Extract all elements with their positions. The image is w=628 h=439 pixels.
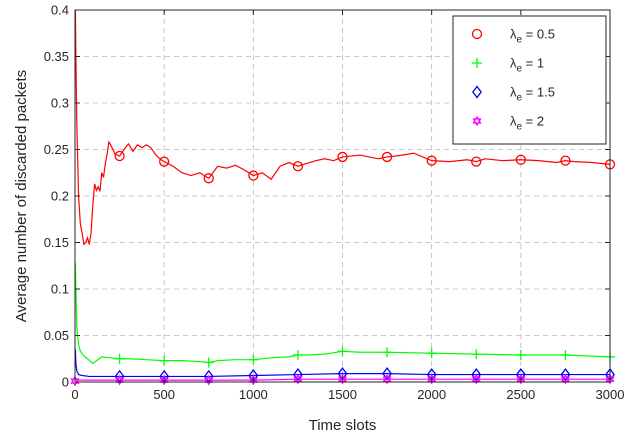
- y-tick-label: 0.25: [44, 142, 69, 157]
- legend-label: λe = 1.5: [510, 85, 555, 104]
- legend-label: λe = 2: [510, 114, 544, 133]
- series-4-marker: [382, 373, 392, 385]
- legend: λe = 0.5 λe = 1 λe = 1.5 λe = 2: [452, 15, 607, 145]
- x-tick-label: 500: [153, 387, 175, 402]
- series-2-marker: [382, 347, 393, 358]
- legend-entry: λe = 0.5: [471, 27, 555, 46]
- legend-label: λe = 1: [510, 56, 544, 75]
- series-4-marker: [560, 373, 571, 385]
- y-tick-label: 0.3: [51, 96, 69, 111]
- series-4-marker-a: [471, 373, 481, 382]
- x-tick-label: 1000: [239, 387, 268, 402]
- y-tick-label: 0.2: [51, 189, 69, 204]
- x-axis-label: Time slots: [309, 417, 377, 434]
- y-tick-label: 0.15: [44, 235, 69, 250]
- x-tick-label: 3000: [596, 387, 625, 402]
- legend-marker-a: [472, 115, 482, 124]
- legend-marker: [472, 58, 482, 68]
- series-4-marker-b: [560, 376, 571, 385]
- y-tick-label: 0.1: [51, 282, 69, 297]
- series-4-marker-a: [70, 375, 80, 384]
- series-1-marker: [560, 155, 571, 166]
- series-1-marker: [381, 151, 393, 163]
- series-2-marker: [471, 349, 482, 360]
- series-2-marker: [515, 350, 526, 361]
- series-markers: [70, 150, 616, 387]
- series-1-marker: [114, 150, 125, 162]
- y-tick-label: 0.4: [51, 3, 69, 18]
- series-2-marker: [159, 355, 170, 366]
- series-1-marker: [471, 156, 482, 167]
- series-2-marker: [337, 346, 348, 357]
- legend-marker: [471, 28, 483, 40]
- legend-label: λe = 0.5: [510, 27, 555, 46]
- series-4-marker-b: [471, 376, 481, 385]
- series-1-marker: [337, 151, 348, 163]
- x-tick-label: 2500: [506, 387, 535, 402]
- x-tick-label: 1500: [328, 387, 357, 402]
- series-line-1: [74, 9, 611, 246]
- legend-entry: λe = 1: [472, 56, 544, 75]
- legend-marker-b: [472, 118, 482, 127]
- x-tick-label: 0: [71, 387, 78, 402]
- series-3-marker: [560, 367, 571, 382]
- series-2-marker: [426, 348, 437, 359]
- series-1-marker: [203, 173, 214, 184]
- series-4-marker-a: [382, 373, 392, 382]
- x-tick-label: 2000: [417, 387, 446, 402]
- legend-marker: [472, 85, 482, 99]
- series-3-marker: [471, 367, 482, 382]
- series-3-marker: [382, 367, 393, 381]
- series-1-marker: [159, 156, 170, 167]
- series-4-marker-b: [204, 377, 214, 386]
- series-1-marker: [515, 154, 526, 165]
- series-2-marker: [248, 354, 259, 365]
- series-4-marker-a: [293, 373, 303, 382]
- series-1-marker: [426, 155, 437, 166]
- series-2-marker: [560, 350, 571, 361]
- series-4-marker: [293, 373, 303, 385]
- legend-entry: λe = 2: [472, 114, 544, 133]
- series-4-marker-b: [382, 376, 392, 385]
- y-tick-label: 0: [62, 375, 69, 390]
- series-1-marker: [292, 161, 304, 172]
- series-2-marker: [114, 353, 125, 364]
- ticks: 0 500 1000 1500 2000 2500 3000 0 0.05 0.1 0.15 0.2 0…: [44, 3, 625, 403]
- series-3-marker: [292, 367, 303, 382]
- series-4-marker: [471, 373, 481, 385]
- legend-marker: [472, 115, 482, 127]
- y-axis-label: Average number of discarded packets: [13, 70, 30, 322]
- series-4-marker-b: [293, 376, 303, 385]
- y-tick-label: 0.05: [44, 328, 69, 343]
- y-tick-label: 0.35: [44, 49, 69, 64]
- series-1-marker: [248, 170, 259, 181]
- series-2-marker: [203, 357, 214, 368]
- legend-entry: λe = 1.5: [472, 85, 555, 104]
- series-4-marker-a: [560, 373, 571, 382]
- series-2-marker: [292, 350, 303, 361]
- series-4-marker-b: [114, 377, 125, 386]
